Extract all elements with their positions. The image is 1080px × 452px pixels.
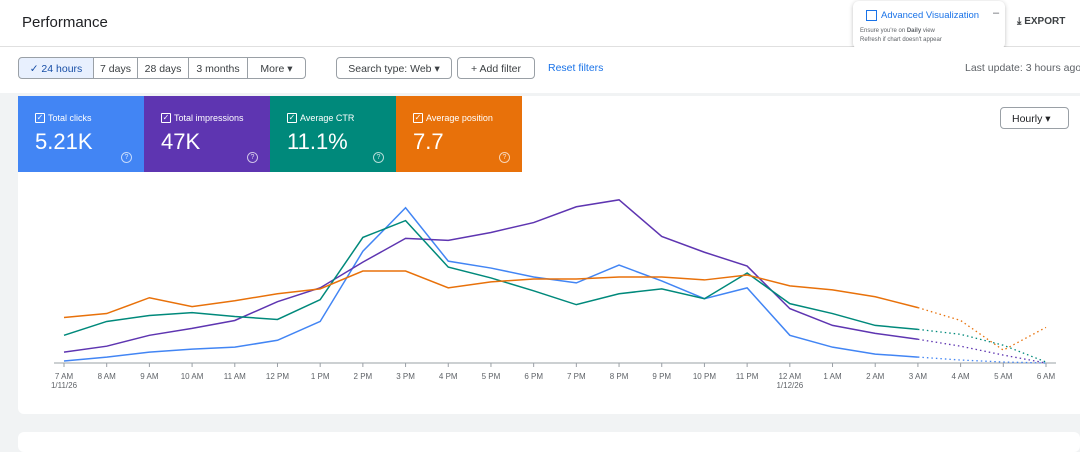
granularity-select[interactable]: Hourly ▾ (1000, 107, 1069, 129)
x-tick-label: 6 AM (1037, 372, 1056, 381)
line-projection (917, 306, 1047, 351)
line (63, 206, 918, 362)
x-tick-label: 2 PM (354, 372, 373, 381)
search-type[interactable]: Search type: Web ▾ (336, 57, 452, 79)
range-button[interactable]: ✓ 24 hours (18, 57, 94, 79)
checkbox[interactable]: ✓ (413, 113, 423, 123)
x-tick-label: 4 PM (439, 372, 458, 381)
help-icon[interactable]: ? (247, 152, 258, 163)
range-button[interactable]: 28 days (137, 57, 189, 79)
banner-title[interactable]: Advanced Visualization (881, 10, 980, 21)
chart: 7 AM1/11/26 8 AM 9 AM 10 AM 11 AM 12 PM 1 PM 2 … (51, 199, 1056, 390)
label[interactable]: 24 hours (41, 63, 83, 75)
label[interactable]: Search type: Web (348, 63, 432, 75)
help-icon[interactable]: ? (373, 152, 384, 163)
x-tick-label: 2 AM (866, 372, 885, 381)
page-title: Performance (22, 14, 108, 31)
label[interactable]: 7 days (100, 63, 131, 75)
line (63, 219, 918, 337)
label[interactable]: Add filter (479, 63, 521, 75)
text: Ensure you're on (860, 28, 907, 34)
x-tick-label: 7 AM (55, 372, 74, 381)
checkbox[interactable]: ✓ (35, 113, 45, 123)
x-tick-label: 10 PM (693, 372, 716, 381)
text: Daily (906, 28, 922, 34)
x-tick-label: 12 PM (266, 372, 289, 381)
add-filter[interactable]: + Add filter (457, 57, 535, 79)
check[interactable]: ✓ (29, 63, 42, 75)
x-tick-label: 3 AM (909, 372, 928, 381)
metric-total: 5.21K (35, 129, 93, 154)
table-panel (18, 432, 1080, 452)
x-tick-label: 1 PM (311, 372, 330, 381)
line-projection (917, 338, 1047, 364)
x-tick-label: 9 PM (652, 372, 671, 381)
checkbox[interactable]: ✓ (287, 113, 297, 123)
x-tick-label: 12 AM (778, 372, 801, 381)
export-button[interactable]: ⤓ EXPORT (1017, 16, 1066, 27)
metric-name: Total impressions (174, 113, 244, 123)
label[interactable]: More (260, 63, 285, 75)
x-tick-label: 5 PM (482, 372, 501, 381)
x-tick-label: 1 AM (823, 372, 842, 381)
filter-bar: ✓ 24 hours 7 days 28 days 3 months More ▾ Se… (0, 47, 1080, 93)
line-projection (917, 328, 1047, 363)
banner-icon (866, 10, 877, 21)
line (63, 199, 919, 353)
x-tick-label: 8 AM (98, 372, 117, 381)
metric-card[interactable]: ✓ Total clicks 5.21K? (18, 96, 144, 172)
label[interactable]: 28 days (144, 63, 182, 75)
text: view (921, 28, 935, 34)
x-date-label: 1/11/26 (51, 381, 78, 390)
metric-name: Average CTR (300, 113, 355, 123)
x-date-label: 1/12/26 (776, 381, 803, 390)
metric-total: 47K (161, 129, 201, 154)
metric-name: Average position (426, 113, 493, 123)
banner-line: Refresh if chart doesn't appear (860, 37, 942, 43)
last-update: Last update: 3 hours ago (965, 62, 1080, 74)
checkbox[interactable]: ✓ (161, 113, 171, 123)
range-button[interactable]: More ▾ (247, 57, 306, 79)
export-label[interactable]: EXPORT (1024, 16, 1066, 27)
x-tick-label: 11 AM (224, 372, 246, 381)
help-icon[interactable]: ? (499, 152, 510, 163)
viz-banner: Advanced Visualization – Ensure you're o… (853, 1, 1005, 49)
line (63, 270, 919, 319)
x-tick-label: 11 PM (736, 372, 759, 381)
metric-total: 11.1% (287, 129, 348, 154)
caret[interactable]: ▾ (284, 63, 293, 75)
x-tick-label: 3 PM (396, 372, 415, 381)
help-icon[interactable]: ? (121, 152, 132, 163)
label[interactable]: 3 months (196, 63, 240, 75)
metric-name: Total clicks (48, 113, 92, 123)
metric-card[interactable]: ✓ Average CTR 11.1%? (270, 96, 396, 172)
x-tick-label: 4 AM (951, 372, 970, 381)
line-projection (917, 356, 1047, 364)
x-tick-label: 10 AM (181, 372, 204, 381)
metric-card[interactable]: ✓ Total impressions 47K? (144, 96, 270, 172)
range-button[interactable]: 3 months (188, 57, 248, 79)
minimize[interactable]: – (993, 7, 1000, 19)
x-tick-label: 8 PM (610, 372, 629, 381)
metric-card[interactable]: ✓ Average position 7.7? (396, 96, 522, 172)
x-tick-label: 7 PM (567, 372, 586, 381)
x-tick-label: 9 AM (140, 372, 159, 381)
label[interactable]: Hourly (1012, 113, 1043, 125)
x-tick-label: 5 AM (994, 372, 1013, 381)
metric-total: 7.7 (413, 129, 444, 154)
reset-filters[interactable]: Reset filters (548, 62, 604, 74)
x-tick-label: 6 PM (524, 372, 543, 381)
banner-line: Ensure you're on Daily view (860, 28, 935, 34)
range-button[interactable]: 7 days (93, 57, 138, 79)
